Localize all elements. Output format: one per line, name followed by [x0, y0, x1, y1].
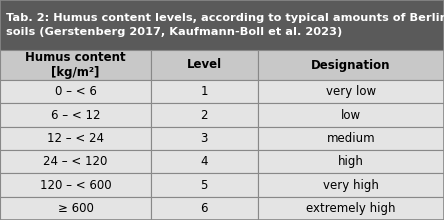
Text: very high: very high [323, 178, 379, 191]
Bar [258, 150, 444, 173]
Bar [151, 103, 258, 127]
Text: 12 – < 24: 12 – < 24 [47, 132, 104, 145]
Text: high: high [338, 155, 364, 168]
Bar [151, 150, 258, 173]
Text: 3: 3 [201, 132, 208, 145]
Bar [258, 80, 444, 103]
Text: extremely high: extremely high [306, 202, 396, 215]
Text: 24 – < 120: 24 – < 120 [44, 155, 107, 168]
Bar [0, 173, 151, 197]
Bar [0, 103, 151, 127]
Bar [0, 80, 151, 103]
Bar [0, 0, 444, 50]
Text: very low: very low [326, 85, 376, 98]
Text: 2: 2 [201, 108, 208, 121]
Text: Tab. 2: Humus content levels, according to typical amounts of Berlin
soils (Gers: Tab. 2: Humus content levels, according … [6, 13, 444, 37]
Text: Designation: Designation [311, 59, 391, 72]
Text: 6 – < 12: 6 – < 12 [51, 108, 100, 121]
Bar [258, 173, 444, 197]
Text: 5: 5 [201, 178, 208, 191]
Bar [258, 197, 444, 220]
Bar [0, 197, 151, 220]
Text: ≥ 600: ≥ 600 [58, 202, 93, 215]
Bar [151, 50, 258, 80]
Text: 4: 4 [201, 155, 208, 168]
Bar [151, 127, 258, 150]
Text: Humus content
[kg/m²]: Humus content [kg/m²] [25, 51, 126, 79]
Bar [151, 80, 258, 103]
Bar [0, 150, 151, 173]
Bar [258, 127, 444, 150]
Text: 0 – < 6: 0 – < 6 [55, 85, 96, 98]
Text: medium: medium [326, 132, 375, 145]
Bar [151, 173, 258, 197]
Text: 6: 6 [201, 202, 208, 215]
Bar [258, 103, 444, 127]
Text: 1: 1 [201, 85, 208, 98]
Bar [151, 197, 258, 220]
Text: low: low [341, 108, 361, 121]
Text: Level: Level [186, 59, 222, 72]
Bar [258, 50, 444, 80]
Bar [0, 50, 151, 80]
Bar [0, 127, 151, 150]
Text: 120 – < 600: 120 – < 600 [40, 178, 111, 191]
